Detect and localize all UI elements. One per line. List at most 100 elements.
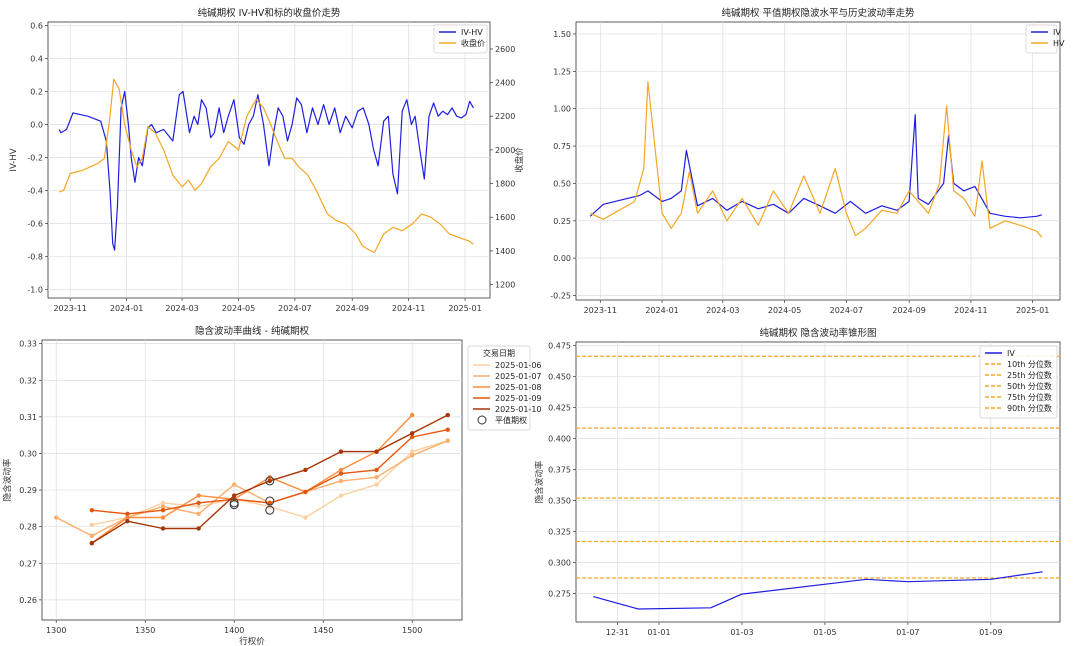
x-tick-label: 01-07 <box>896 628 919 637</box>
series-point <box>409 431 415 436</box>
series-point <box>303 489 308 495</box>
y-tick-label: 0.6 <box>30 21 43 30</box>
panel-iv-smile: 0.26 0.27 0.28 0.29 0.30 0.31 0.32 0.33 1300 1350… <box>2 325 542 646</box>
y-tick-label: -1.0 <box>27 286 43 295</box>
plot-area <box>41 339 463 621</box>
series-point <box>338 471 344 476</box>
series-point <box>445 412 450 418</box>
y-tick-label: 0.32 <box>19 376 37 385</box>
legend-entry-label: 收盘价 <box>461 38 485 48</box>
y-tick-label: 1.25 <box>553 67 571 76</box>
y-tick-label: -0.4 <box>27 187 43 196</box>
series-point <box>374 475 379 480</box>
y-tick-label: -0.2 <box>27 154 43 163</box>
y-tick-label: 1400 <box>495 247 515 256</box>
x-tick-label: 2024-07 <box>278 304 311 313</box>
series-point <box>338 493 344 498</box>
legend-entry-label: HV <box>1053 39 1065 48</box>
series-point <box>125 511 130 517</box>
plot-area <box>575 341 1061 623</box>
y-tick-label: 0.30 <box>19 449 37 458</box>
panel-iv-cone: 0.275 0.300 0.325 0.350 0.375 0.400 0.425 0.450… <box>534 327 1061 637</box>
legend-entry-label: 75th 分位数 <box>1007 392 1052 402</box>
chart-title: 纯碱期权 IV-HV和标的收盘价走势 <box>198 7 341 19</box>
y-tick-label: 0.33 <box>19 340 37 349</box>
series-point <box>125 518 130 524</box>
x-tick-label: 1500 <box>402 626 422 635</box>
y-tick-label: 0.275 <box>548 590 571 599</box>
x-tick-label: 2024-09 <box>892 306 925 315</box>
x-tick-label: 01-05 <box>813 628 836 637</box>
series-point <box>338 467 344 473</box>
atm-marker <box>229 500 239 510</box>
y-axis-label: IV-HV <box>9 148 19 171</box>
y-tick-label: 0.375 <box>548 466 571 475</box>
series-point <box>374 467 379 473</box>
y-tick-label: 0.4 <box>30 54 43 63</box>
series-point <box>267 500 272 506</box>
legend-entry-label: 2025-01-07 <box>495 372 542 381</box>
legend-entry-label: 25th 分位数 <box>1007 370 1052 380</box>
panel-iv-hv-close: -1.0 -0.8 -0.6 -0.4 -0.2 0.0 0.2 0.4 0.6 1200 1400… <box>9 7 525 313</box>
series-point <box>196 493 201 498</box>
y-tick-label: 0.75 <box>553 142 571 151</box>
series-point <box>196 526 201 531</box>
y-tick-label: 0.475 <box>548 342 571 351</box>
atm-marker <box>265 476 275 486</box>
legend-entry-label: 2025-01-10 <box>495 405 542 414</box>
y-tick-label: 1.00 <box>553 105 571 114</box>
x-tick-label: 1300 <box>46 626 66 635</box>
series-point <box>196 504 201 509</box>
x-tick-label: 01-09 <box>979 628 1002 637</box>
y-tick-label: 0.400 <box>548 435 571 444</box>
x-tick-label: 2024-05 <box>222 304 255 313</box>
y-tick-label: -0.8 <box>27 253 43 262</box>
series-point <box>125 515 130 520</box>
series-line <box>55 440 449 537</box>
y-tick-label: -0.25 <box>550 292 571 301</box>
x-tick-label: 1350 <box>135 626 155 635</box>
series-point <box>303 467 308 473</box>
series-point <box>374 482 379 487</box>
y-tick-label: 0.29 <box>19 486 37 495</box>
chart-title: 纯碱期权 平值期权隐波水平与历史波动率走势 <box>721 7 915 19</box>
x-tick-label: 2025-01 <box>448 304 481 313</box>
legend-entry-label: IV-HV <box>461 28 483 37</box>
y-tick-label: 1600 <box>495 213 515 222</box>
series-point <box>232 482 237 487</box>
y-tick-label: 0.425 <box>548 404 571 413</box>
series-line <box>58 90 474 251</box>
series-point <box>160 507 166 513</box>
atm-marker <box>265 505 275 515</box>
series-point <box>338 478 344 484</box>
series-point <box>160 504 166 509</box>
y-tick-label: 0.26 <box>19 596 37 605</box>
y-tick-label: 0.325 <box>548 528 571 537</box>
x-tick-label: 2025-01 <box>1016 306 1049 315</box>
y-tick-label: 0.300 <box>548 559 571 568</box>
y-tick-label: 0.50 <box>553 179 571 188</box>
atm-marker <box>265 496 275 506</box>
legend-entry-label: IV <box>1007 349 1015 358</box>
legend-entry-label: 2025-01-08 <box>495 383 542 392</box>
series-point <box>445 427 450 432</box>
series-line <box>589 114 1042 219</box>
chart-title: 纯碱期权 隐含波动率锥形图 <box>759 327 876 339</box>
series-point <box>89 522 95 528</box>
y-tick-label: 0.0 <box>30 120 43 129</box>
y-tick-label: 2600 <box>495 45 515 54</box>
series-point <box>160 515 166 520</box>
x-tick-label: 2024-01 <box>110 304 143 313</box>
series-point <box>89 540 95 546</box>
x-tick-label: 1450 <box>313 626 333 635</box>
x-tick-label: 01-03 <box>730 628 753 637</box>
x-tick-label: 2024-09 <box>336 304 369 313</box>
y-tick-label: 0.450 <box>548 373 571 382</box>
series-point <box>89 533 95 539</box>
panel-atm-iv-hv: -0.25 0.00 0.25 0.50 0.75 1.00 1.25 1.50 2023-11… <box>550 7 1065 315</box>
y-tick-label: 0.350 <box>548 497 571 506</box>
